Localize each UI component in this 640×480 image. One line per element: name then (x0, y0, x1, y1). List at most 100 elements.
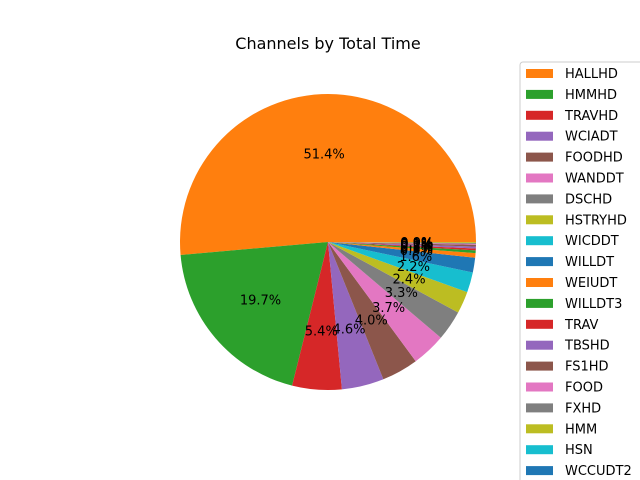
legend-item-wicddt: WICDDT (526, 234, 619, 249)
legend-label: HALLHD (565, 67, 618, 82)
legend-label: FOODHD (565, 151, 623, 166)
legend-item-wccudt2: WCCUDT2 (526, 464, 632, 479)
legend-swatch (526, 298, 553, 308)
legend-label: FXHD (565, 401, 601, 416)
legend-label: TRAV (564, 318, 599, 333)
legend-swatch (526, 278, 553, 287)
legend-label: WEIUDT (565, 276, 617, 291)
pct-label-fs1hd: 0.2% (400, 238, 433, 253)
legend-swatch (526, 69, 553, 78)
legend-item-willdt3: WILLDT3 (526, 297, 622, 312)
pct-label-trav: 0.2% (400, 240, 433, 255)
legend-label: HMMHD (565, 88, 617, 103)
pie-slice-trav (328, 242, 476, 251)
legend-label: FS1HD (565, 360, 609, 375)
legend-swatch (526, 110, 553, 120)
pct-label-wccudt2: 0.0% (400, 236, 433, 251)
legend-label: HSTRYHD (565, 213, 627, 228)
pct-label-tbshd: 0.2% (400, 239, 433, 254)
legend-label: FOOD (565, 381, 603, 396)
pie-slice-hmm (328, 242, 477, 243)
legend-item-weiudt: WEIUDT (526, 276, 617, 291)
pie-slice-food (328, 242, 476, 245)
pie-slice-weiudt (328, 242, 476, 258)
legend-item-dschd: DSCHD (526, 192, 612, 207)
pie-slice-wicddt (328, 242, 473, 293)
pct-label-food: 0.1% (400, 237, 433, 252)
pct-label-hallhd: 51.4% (303, 147, 344, 162)
pie-slice-willdt3 (328, 242, 476, 254)
pct-label-wciadt: 4.6% (332, 322, 365, 337)
legend-label: HSN (565, 443, 593, 458)
legend-swatch (526, 445, 553, 455)
pct-label-hmmhd: 19.7% (240, 294, 281, 309)
legend-item-tbshd: TBSHD (526, 339, 610, 354)
legend-label: TBSHD (564, 339, 610, 354)
legend-frame (519, 61, 640, 480)
pie-slice-fs1hd (328, 242, 476, 247)
pie-slices (180, 94, 477, 390)
legend-swatch (526, 194, 553, 204)
legend-swatch (526, 215, 553, 225)
legend-label: TRAVHD (564, 109, 618, 124)
pct-label-hmm: 0.1% (400, 236, 433, 251)
legend-label: WCIADT (565, 130, 618, 145)
legend-item-fxhd: FXHD (526, 401, 601, 416)
legend-item-hsn: HSN (526, 443, 593, 458)
legend-item-wanddt: WANDDT (526, 172, 624, 187)
legend-swatch (526, 340, 553, 350)
pct-label-hstryhd: 2.4% (393, 272, 426, 287)
legend-swatch (526, 152, 553, 162)
pct-label-willdt3: 0.3% (400, 242, 433, 257)
legend-swatch (526, 319, 553, 329)
legend-item-hallhd: HALLHD (526, 67, 618, 82)
pie-slice-dschd (328, 242, 459, 338)
legend-label: HMM (565, 422, 597, 437)
legend-item-willdt: WILLDT (526, 255, 614, 270)
legend-swatch (526, 424, 553, 434)
pie-slice-tbshd (328, 242, 476, 249)
legend-swatch (526, 131, 553, 141)
legend-swatch (526, 173, 553, 183)
legend-swatch (526, 89, 553, 99)
legend-swatch (526, 361, 553, 371)
pct-label-wicddt: 2.2% (397, 260, 430, 275)
legend-item-foodhd: FOODHD (526, 151, 623, 166)
pie-slice-wciadt (328, 242, 384, 390)
legend-item-travhd: TRAVHD (526, 109, 618, 124)
pie-slice-wanddt (328, 242, 441, 362)
pct-label-travhd: 5.4% (305, 325, 338, 340)
legend-item-fs1hd: FS1HD (526, 360, 609, 375)
legend-swatch (526, 403, 553, 413)
legend-item-hmmhd: HMMHD (526, 88, 617, 103)
legend-label: WCCUDT2 (565, 464, 632, 479)
pie-slice-fxhd (328, 242, 476, 244)
pct-label-fxhd: 0.1% (400, 237, 433, 252)
legend-label: WANDDT (565, 172, 624, 187)
legend-label: DSCHD (565, 192, 612, 207)
pct-label-willdt: 1.6% (399, 250, 432, 265)
legend-swatch (526, 382, 553, 392)
pie-slice-travhd (292, 242, 342, 390)
pct-label-weiudt: 0.5% (400, 244, 433, 259)
legend-label: WILLDT (565, 255, 614, 270)
legend-label: WICDDT (565, 234, 619, 249)
legend-item-trav: TRAV (526, 318, 599, 333)
legend-item-wciadt: WCIADT (526, 130, 618, 145)
legend-label: WILLDT3 (565, 297, 622, 312)
pie-slice-willdt (328, 242, 476, 273)
legend-item-hmm: HMM (526, 422, 597, 437)
legend-swatch (526, 257, 553, 267)
pct-label-hsn: 0.0% (400, 236, 433, 251)
pct-label-wanddt: 3.7% (372, 301, 405, 316)
legend-item-hstryhd: HSTRYHD (526, 213, 627, 228)
chart-title: Channels by Total Time (235, 34, 420, 53)
pct-label-foodhd: 4.0% (355, 314, 388, 329)
legend-item-food: FOOD (526, 381, 603, 396)
legend-swatch (526, 236, 553, 246)
pie-slice-hallhd (180, 94, 477, 256)
pie-slice-hstryhd (328, 242, 468, 313)
pie-slice-foodhd (328, 242, 416, 380)
legend: HALLHD HMMHD TRAVHD WCIADT FOODHD WANDDT DSCHD… (519, 61, 640, 480)
